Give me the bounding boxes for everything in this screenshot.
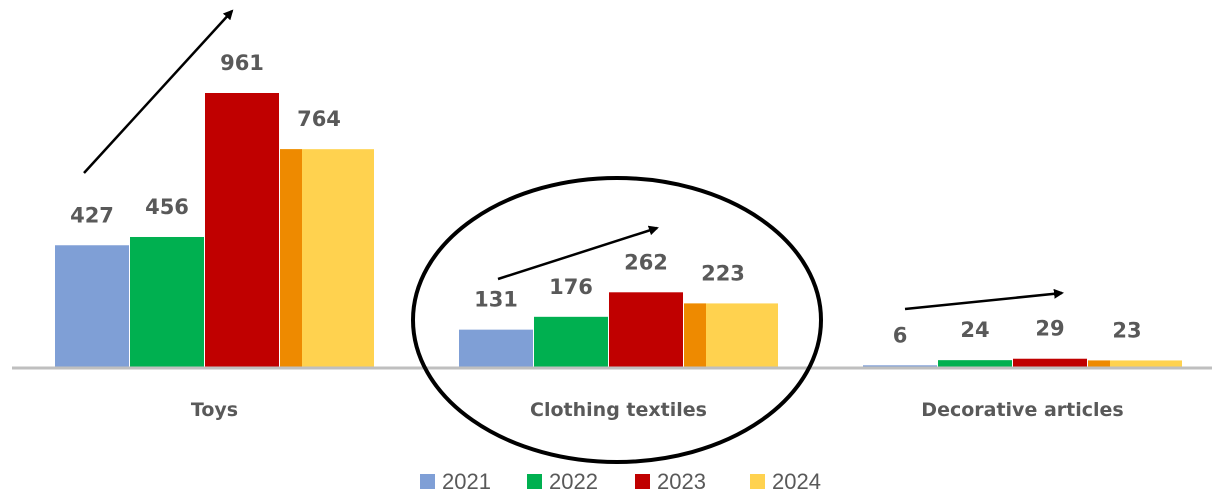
bar-toys-2022 — [130, 236, 204, 367]
legend-swatch-2021 — [420, 474, 435, 489]
bar-decorative-articles-2024 — [1088, 360, 1182, 367]
bar-clothing-textiles-2023 — [609, 292, 683, 367]
category-label-clothing-textiles: Clothing textiles — [530, 399, 707, 421]
bar-toys-2021 — [55, 245, 129, 367]
value-label-decorative-articles-2021: 6 — [893, 323, 908, 347]
value-label-toys-2023: 961 — [220, 51, 264, 75]
legend-swatch-2024 — [750, 474, 765, 489]
bar-toys-2023 — [205, 93, 279, 367]
bar-overlap-decorative-articles — [1088, 360, 1110, 367]
value-label-toys-2021: 427 — [70, 203, 114, 227]
value-label-decorative-articles-2023: 29 — [1035, 317, 1064, 341]
bar-clothing-textiles-2022 — [534, 316, 608, 367]
bar-overlap-clothing-textiles — [684, 303, 706, 367]
value-label-decorative-articles-2024: 23 — [1112, 318, 1141, 342]
value-label-decorative-articles-2022: 24 — [960, 318, 989, 342]
bars-layer — [55, 93, 1182, 367]
bar-decorative-articles-2022 — [938, 360, 1012, 367]
legend-swatch-2022 — [527, 474, 542, 489]
value-label-clothing-textiles-2023: 262 — [624, 250, 668, 274]
value-label-clothing-textiles-2022: 176 — [549, 275, 593, 299]
trend-arrow-toys — [83, 9, 234, 174]
legend-label-2024: 2024 — [772, 469, 821, 494]
legend-label-2023: 2023 — [657, 469, 706, 494]
bar-overlap-toys — [280, 149, 302, 367]
category-labels-layer: Toys Clothing textiles Decorative articles — [191, 399, 1124, 421]
category-label-decorative-articles: Decorative articles — [921, 399, 1123, 421]
value-label-clothing-textiles-2024: 223 — [701, 261, 745, 285]
legend: 2021 2022 2023 2024 — [420, 469, 821, 494]
value-labels-layer: 427 456 961 764 131 176 262 223 6 24 29 23 — [70, 51, 1142, 347]
bar-decorative-articles-2023 — [1013, 358, 1087, 367]
value-label-toys-2024: 764 — [297, 107, 341, 131]
value-label-toys-2022: 456 — [145, 195, 189, 219]
value-label-clothing-textiles-2021: 131 — [474, 288, 518, 312]
bar-clothing-textiles-2021 — [459, 329, 533, 367]
legend-label-2021: 2021 — [442, 469, 491, 494]
trend-arrow-decorative — [904, 288, 1064, 311]
legend-label-2022: 2022 — [549, 469, 598, 494]
legend-swatch-2023 — [635, 474, 650, 489]
trend-arrow-clothing — [497, 225, 659, 281]
highlight-ellipse — [411, 176, 823, 464]
bar-decorative-articles-2021 — [863, 365, 937, 367]
category-label-toys: Toys — [191, 399, 238, 421]
